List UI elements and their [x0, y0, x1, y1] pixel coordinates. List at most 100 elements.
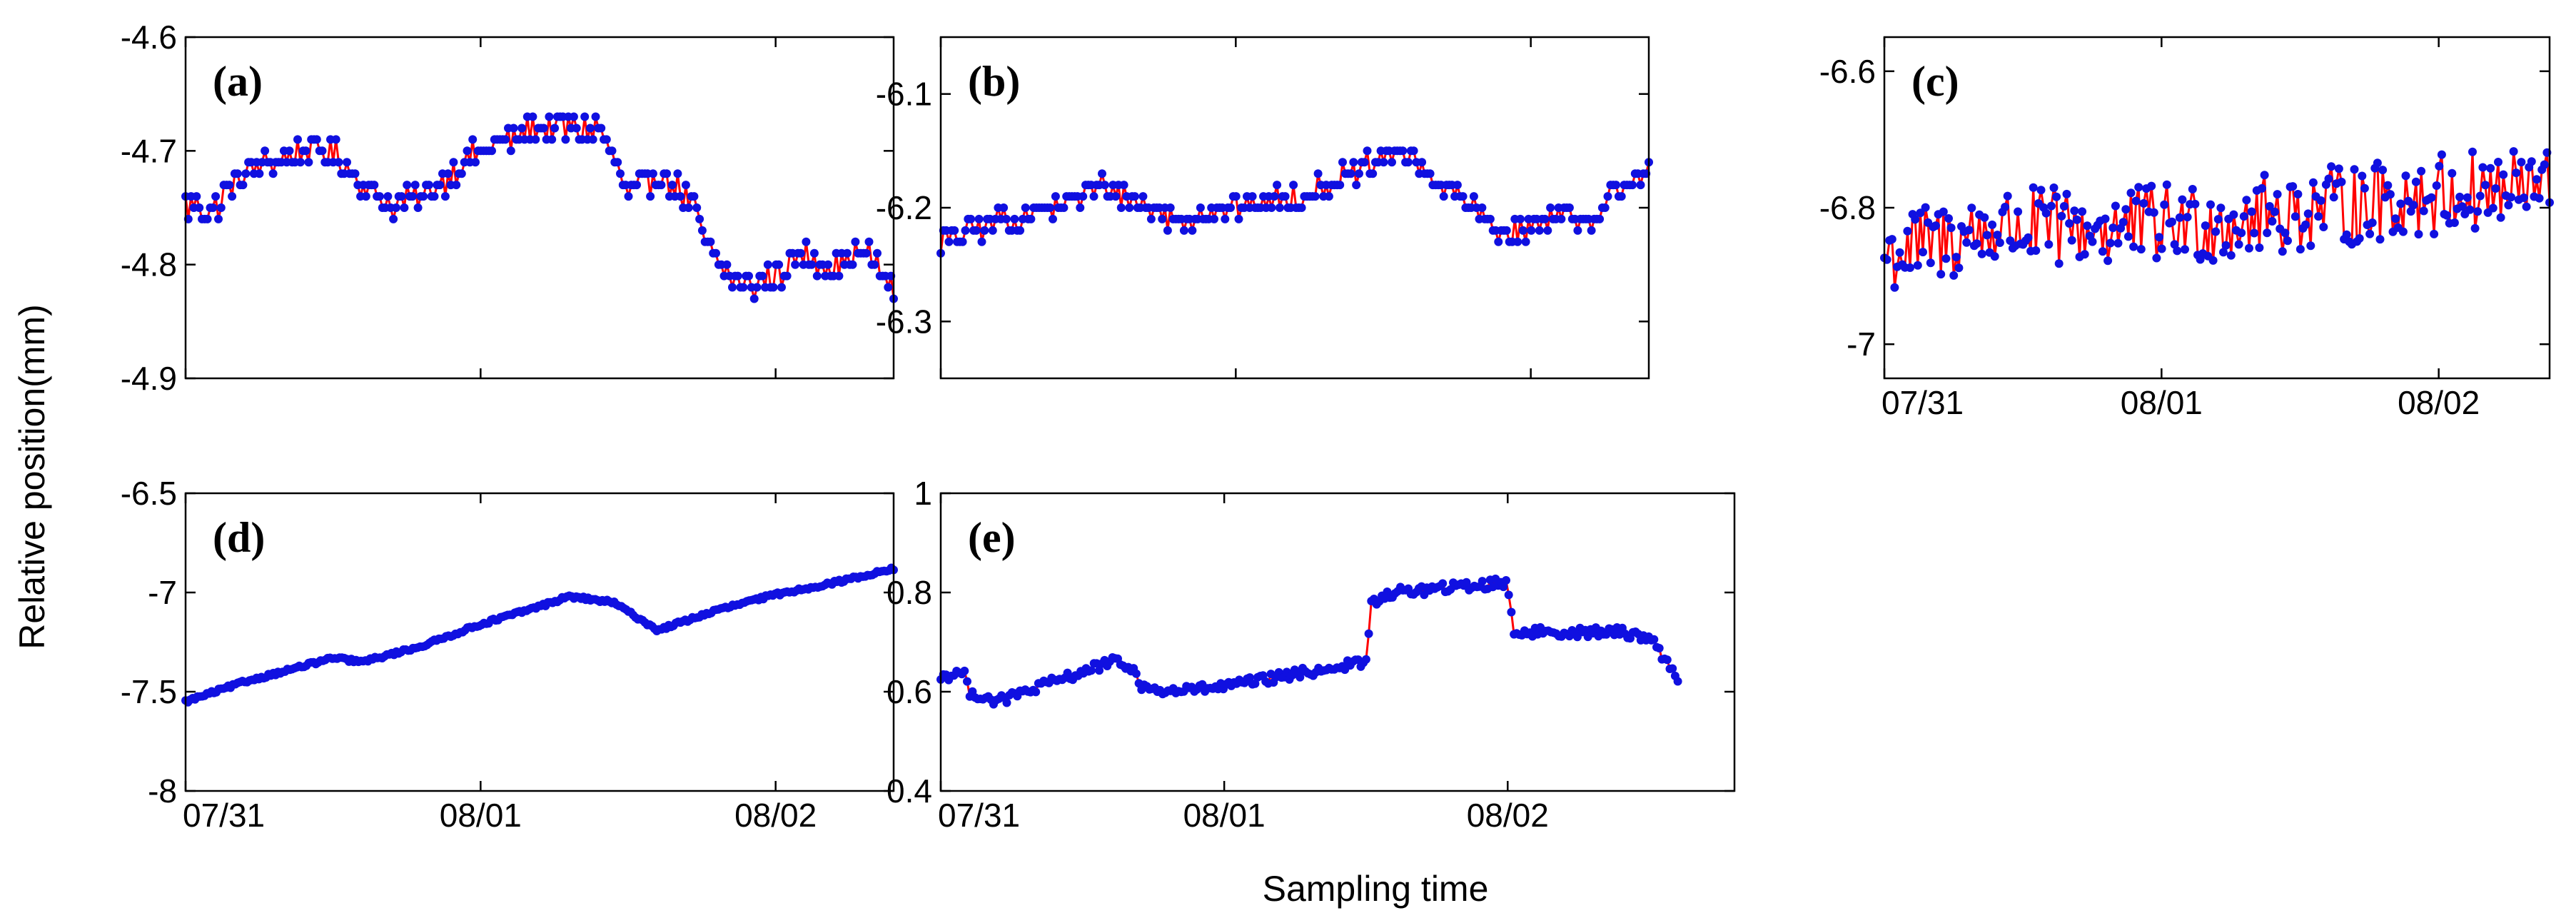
data-point — [361, 192, 370, 201]
x-tick-label: 07/31 — [1882, 384, 1964, 421]
data-point — [2118, 218, 2128, 227]
data-point — [824, 260, 833, 269]
data-point — [2191, 199, 2200, 208]
data-point — [463, 146, 472, 156]
x-tick-label: 08/01 — [440, 797, 522, 834]
data-point — [960, 666, 969, 675]
data-point — [1603, 192, 1612, 201]
data-point — [1079, 192, 1088, 201]
data-point — [2522, 202, 2531, 211]
data-point — [809, 248, 819, 258]
data-point — [2290, 212, 2300, 221]
data-point — [506, 146, 515, 156]
data-point — [2342, 230, 2351, 239]
data-point — [2450, 218, 2459, 227]
data-point — [2470, 223, 2480, 233]
data-point — [2263, 228, 2272, 238]
data-point — [2358, 171, 2367, 181]
data-point — [2113, 238, 2123, 248]
y-tick-label: -6.5 — [121, 475, 177, 512]
y-tick-label: -4.9 — [121, 360, 177, 397]
data-point — [1535, 226, 1544, 235]
data-point — [2491, 184, 2500, 193]
data-point — [2160, 200, 2169, 209]
data-point — [2247, 207, 2256, 216]
data-point — [2001, 203, 2010, 211]
data-point — [572, 123, 581, 133]
data-point — [2368, 218, 2377, 227]
data-point — [2237, 228, 2246, 238]
data-point — [1089, 192, 1098, 201]
data-point — [1226, 203, 1235, 212]
data-point — [842, 248, 852, 258]
data-point — [1967, 203, 1976, 213]
y-tick-label: -7 — [1847, 326, 1876, 363]
data-point — [370, 181, 379, 190]
data-point — [1557, 214, 1566, 223]
data-point — [2417, 166, 2426, 176]
data-point — [646, 192, 655, 201]
data-point — [2219, 248, 2228, 257]
data-point — [624, 192, 633, 201]
data-point — [517, 123, 527, 133]
data-point — [2242, 196, 2251, 205]
data-point — [391, 203, 400, 212]
data-point — [1919, 248, 1927, 257]
data-point — [2401, 171, 2410, 181]
data-point — [1573, 226, 1582, 235]
data-point — [873, 248, 882, 258]
data-point — [1246, 673, 1254, 682]
data-point — [2206, 200, 2215, 209]
data-point — [1281, 192, 1290, 201]
data-point — [2327, 162, 2336, 171]
data-point — [1944, 214, 1953, 223]
data-point — [2527, 157, 2536, 166]
data-point — [673, 169, 682, 178]
data-point — [2301, 220, 2310, 229]
data-point — [2121, 205, 2131, 214]
data-point — [1002, 698, 1011, 707]
panel-c: -6.6 -6.8 -707/31 08/01 08/02 (c) — [1819, 36, 2554, 421]
data-point — [2468, 147, 2477, 156]
y-tick-label: 0.4 — [887, 772, 932, 809]
data-point — [1289, 181, 1298, 190]
data-point — [782, 271, 792, 281]
data-point — [2162, 180, 2171, 189]
data-point — [488, 146, 496, 156]
data-point — [1352, 181, 1361, 190]
data-point — [2414, 230, 2423, 239]
data-point — [2041, 208, 2051, 218]
data-point — [1502, 226, 1511, 235]
data-point — [241, 169, 251, 178]
data-point — [681, 181, 690, 190]
data-point — [774, 260, 784, 269]
data-point — [1388, 158, 1396, 167]
data-point — [722, 260, 732, 269]
y-tick-label: -4.6 — [121, 19, 177, 56]
y-tick-label: -6.1 — [876, 76, 932, 113]
data-point — [531, 135, 540, 144]
data-point — [1931, 221, 1940, 231]
data-point — [2057, 211, 2066, 221]
data-point — [2532, 175, 2541, 184]
data-point — [1335, 181, 1345, 190]
data-point — [2208, 256, 2218, 265]
panels-group: -4.6-4.7-4.8-4.9(a) -6.1-6.2-6.3(b) -6.6-6… — [121, 19, 2554, 834]
data-point — [452, 181, 461, 190]
data-point — [1098, 169, 1106, 178]
plot-frame-e — [939, 492, 1736, 792]
data-point — [2411, 177, 2420, 186]
data-point — [974, 214, 984, 223]
data-point — [285, 146, 294, 156]
data-point — [2062, 189, 2071, 198]
data-point — [2409, 201, 2418, 210]
data-point — [509, 123, 518, 133]
data-point — [1076, 203, 1085, 212]
panel-label-b: (b) — [968, 58, 1020, 105]
data-point — [343, 158, 351, 167]
data-point — [802, 237, 811, 246]
data-point — [961, 226, 970, 235]
y-tick-label: -7.5 — [121, 673, 177, 710]
y-tick-label: -4.7 — [121, 132, 177, 169]
data-point — [1502, 576, 1510, 585]
